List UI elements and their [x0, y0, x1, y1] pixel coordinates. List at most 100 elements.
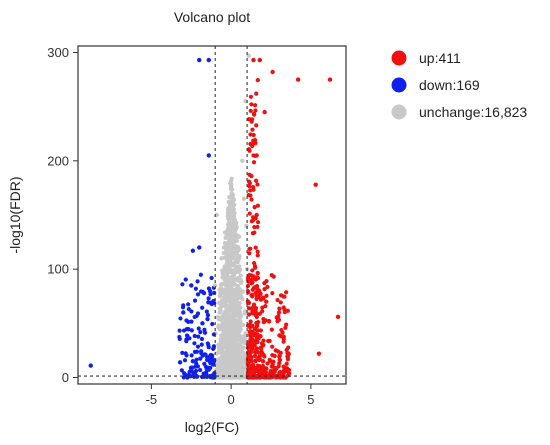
unchange-point: [225, 271, 230, 277]
down-point: [204, 309, 209, 314]
down-point: [205, 316, 210, 322]
unchange-point: [238, 277, 243, 283]
legend-label: unchange:16,823: [419, 104, 527, 120]
down-point: [200, 289, 205, 294]
down-point: [194, 361, 199, 366]
unchange-point: [224, 248, 229, 253]
up-point: [254, 212, 259, 218]
down-point: [211, 346, 216, 352]
unchange-point: [232, 364, 237, 369]
up-point: [258, 345, 263, 350]
down-point: [198, 367, 203, 373]
unchange-point: [220, 369, 226, 375]
down-point: [207, 359, 212, 364]
down-point: [177, 328, 182, 333]
up-point: [253, 290, 259, 295]
down-point: [186, 302, 191, 307]
up-point: [284, 361, 289, 366]
down-point: [209, 301, 214, 307]
unchange-point: [223, 283, 228, 288]
up-point: [251, 57, 256, 63]
up-point: [247, 279, 252, 284]
unchange-point: [233, 318, 238, 324]
unchange-point: [238, 323, 243, 328]
up-point: [248, 188, 253, 193]
up-point: [248, 365, 253, 370]
up-point: [255, 203, 261, 208]
unchange-point: [242, 339, 247, 345]
down-point: [195, 311, 201, 316]
legend-marker: [391, 77, 407, 93]
up-point: [252, 138, 258, 143]
plot-area: [77, 45, 347, 385]
unchange-point: [222, 277, 227, 282]
up-point: [269, 327, 274, 332]
up-point: [262, 109, 267, 115]
up-point: [254, 339, 259, 345]
up-point: [261, 338, 266, 343]
points-layer: [88, 53, 341, 380]
up-point: [253, 276, 258, 281]
unchange-point: [236, 346, 242, 351]
unchange-point: [233, 326, 239, 331]
unchange-point: [221, 331, 226, 336]
unchange-point: [237, 264, 242, 269]
up-point: [249, 219, 254, 224]
up-point: [247, 117, 252, 122]
up-point: [270, 359, 275, 364]
legend-marker: [391, 104, 407, 120]
up-point: [252, 263, 258, 269]
up-point: [256, 336, 261, 341]
up-point: [295, 77, 301, 82]
down-point: [198, 330, 203, 335]
up-point: [248, 132, 253, 137]
y-tick-label: 200: [47, 153, 69, 168]
unchange-point: [228, 305, 233, 311]
unchange-point: [231, 252, 236, 258]
down-point: [197, 57, 202, 63]
up-point: [277, 306, 282, 311]
up-point: [247, 251, 252, 256]
unchange-point: [230, 357, 235, 362]
unchange-point: [234, 224, 239, 230]
down-point: [178, 316, 183, 321]
unchange-point: [240, 289, 245, 294]
up-point: [252, 310, 258, 315]
down-point: [199, 349, 204, 354]
down-point: [209, 353, 215, 358]
up-point: [281, 364, 286, 369]
up-point: [277, 333, 282, 338]
down-point: [177, 360, 183, 365]
unchange-point: [224, 330, 229, 335]
up-point: [278, 369, 283, 375]
up-point: [264, 293, 269, 298]
unchange-point: [224, 252, 229, 257]
unchange-point: [226, 326, 231, 331]
up-point: [284, 290, 289, 295]
down-point: [195, 344, 201, 349]
down-point: [192, 349, 198, 355]
up-point: [313, 182, 318, 187]
down-point: [189, 328, 194, 333]
up-point: [258, 297, 264, 302]
up-point: [252, 224, 257, 230]
unchange-point: [217, 310, 222, 315]
down-point: [179, 368, 184, 373]
up-point: [267, 338, 272, 344]
unchange-point: [235, 343, 241, 348]
unchange-point: [225, 210, 231, 215]
unchange-point: [229, 221, 234, 227]
unchange-point: [220, 355, 226, 360]
up-point: [285, 354, 290, 359]
up-point: [266, 318, 272, 324]
unchange-point: [227, 290, 232, 295]
up-point: [250, 294, 255, 299]
up-point: [249, 347, 254, 352]
unchange-point: [225, 263, 230, 268]
unchange-point: [236, 303, 241, 309]
up-point: [249, 174, 254, 179]
unchange-point: [240, 297, 245, 302]
unchange-point: [222, 240, 228, 246]
up-point: [273, 348, 279, 353]
